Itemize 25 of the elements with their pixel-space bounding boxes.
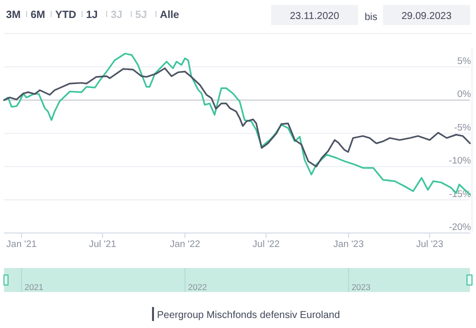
y-tick-label: -20% [448, 222, 472, 233]
text: 29.09.2023 [401, 11, 452, 22]
y-tick-label: -10% [448, 156, 472, 167]
text: 5J [135, 9, 148, 21]
y-tick-label: 5% [457, 56, 472, 67]
y-tick-label: -5% [454, 122, 472, 134]
x-tick-label: Jan '22 [170, 239, 200, 250]
text: 1J [86, 9, 98, 21]
text: 3M [6, 9, 21, 21]
x-tick-label: Jul '22 [252, 239, 280, 250]
text: 2023 [352, 282, 371, 292]
legend-label: Peergroup Mischfonds defensiv Euroland [157, 310, 340, 321]
text: Alle [160, 9, 180, 21]
text: 23.11.2020 [290, 11, 340, 22]
text: 2022 [188, 282, 208, 292]
x-tick-label: Jan '21 [6, 239, 37, 250]
text: 6M [30, 9, 46, 21]
text: 2021 [24, 282, 44, 292]
text: 3J [110, 9, 123, 21]
x-tick-label: Jul '23 [416, 239, 444, 250]
x-tick-label: Jan '23 [333, 239, 364, 250]
text: bis [364, 12, 378, 23]
y-tick-label: 0% [457, 89, 472, 100]
x-tick-label: Jul '21 [88, 239, 116, 250]
text: YTD [55, 9, 77, 21]
